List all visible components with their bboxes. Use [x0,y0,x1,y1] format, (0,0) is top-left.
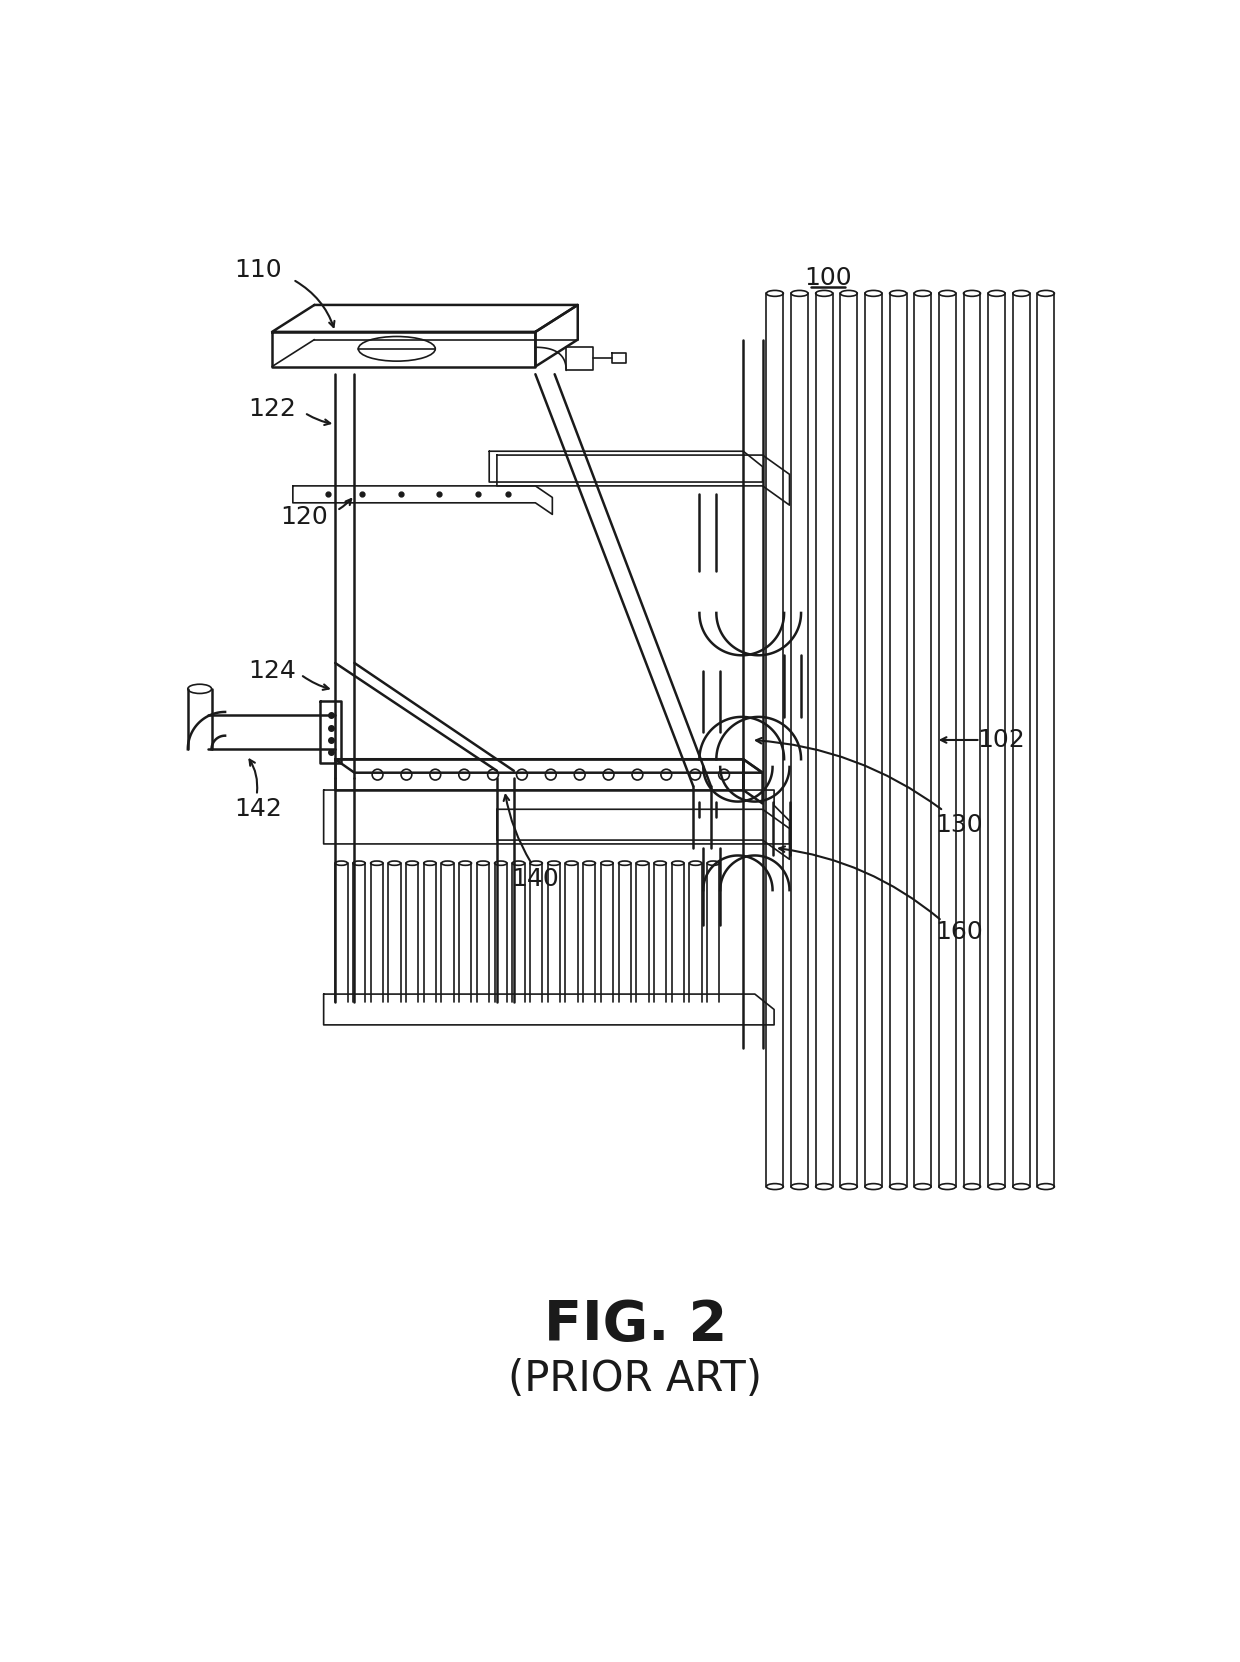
Text: 100: 100 [805,266,852,289]
Text: 124: 124 [248,658,296,683]
Text: 122: 122 [248,397,296,420]
Text: 142: 142 [234,798,283,821]
Text: 110: 110 [234,258,281,283]
Text: (PRIOR ART): (PRIOR ART) [508,1358,763,1399]
Text: 140: 140 [512,866,559,891]
Text: 160: 160 [935,921,983,944]
Text: 120: 120 [280,505,329,529]
Text: 130: 130 [935,813,983,836]
Text: FIG. 2: FIG. 2 [544,1298,727,1353]
Text: 102: 102 [977,728,1025,751]
